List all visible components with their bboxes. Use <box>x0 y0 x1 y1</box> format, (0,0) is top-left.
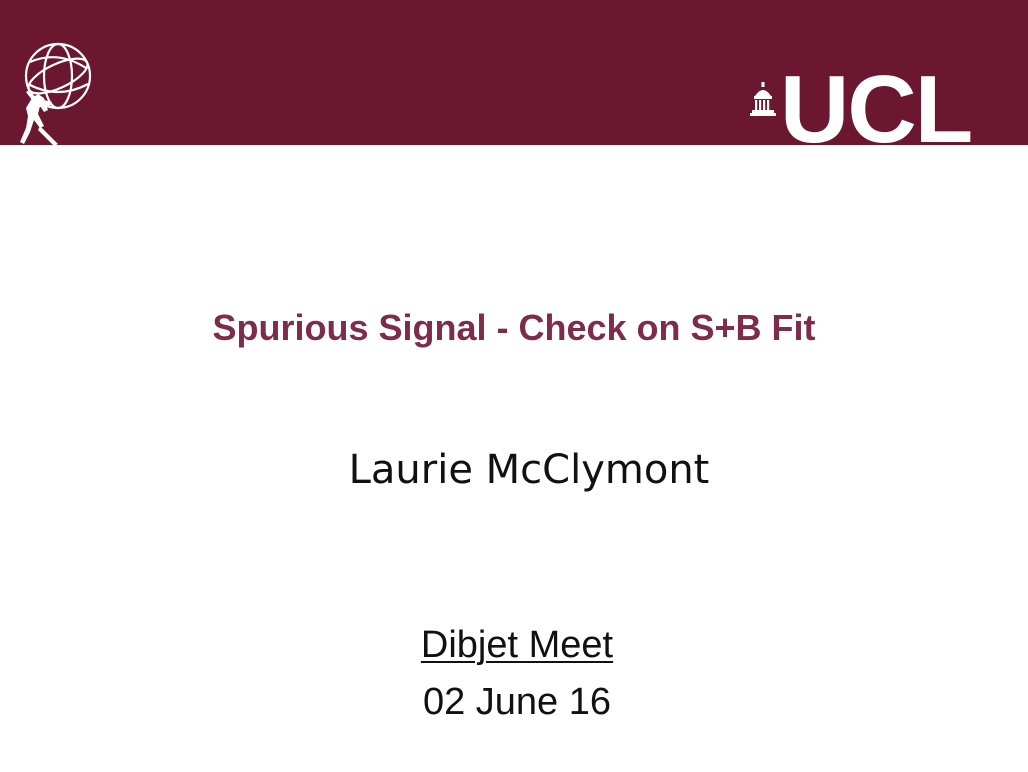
ucl-portico-icon <box>750 82 776 116</box>
author-name: Laurie McClymont <box>348 447 710 493</box>
header-band: UCL <box>0 0 1028 146</box>
ucl-logo-text: UCL <box>780 62 972 145</box>
presentation-date: 02 June 16 <box>422 681 612 723</box>
slide-title: Spurious Signal - Check on S+B Fit <box>212 307 816 348</box>
atlas-figure-globe-icon <box>20 42 92 146</box>
meeting-name: Dibjet Meet <box>420 624 614 666</box>
